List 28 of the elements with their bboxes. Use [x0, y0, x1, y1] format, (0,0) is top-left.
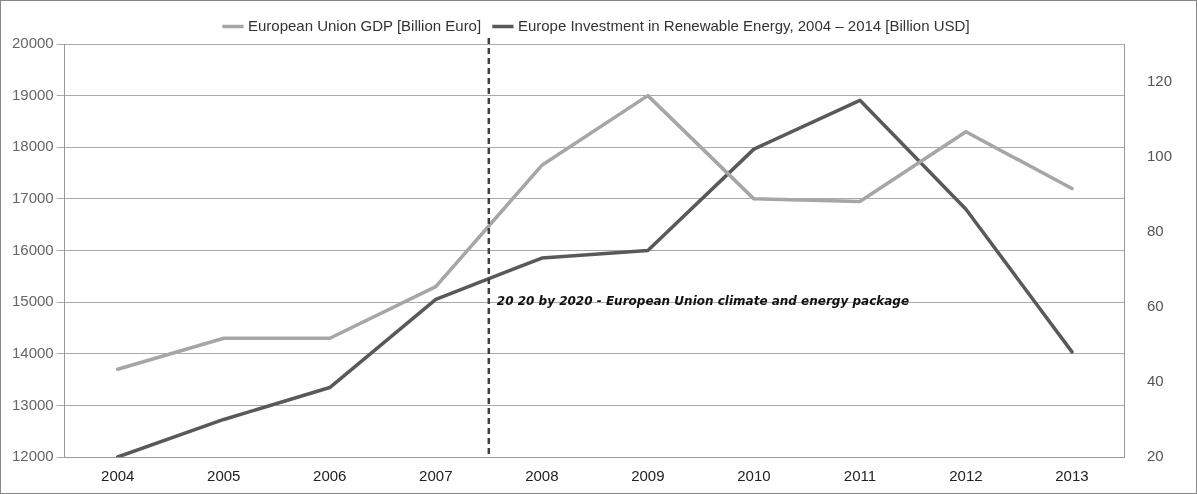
y-tick-label: 12000 — [11, 447, 54, 465]
x-tick-label: 2012 — [949, 467, 983, 485]
y2-tick-label: 40 — [1146, 372, 1164, 390]
y-tick-label: 15000 — [11, 292, 54, 310]
y2-tick-label: 120 — [1146, 71, 1172, 89]
y-tick-label: 13000 — [11, 395, 54, 413]
y-tick-label: 18000 — [11, 137, 54, 155]
x-tick-label: 2013 — [1055, 467, 1089, 485]
x-tick-label: 2011 — [843, 467, 877, 485]
y-tick-label: 14000 — [11, 343, 54, 361]
ref-line-label: 20 20 by 2020 - European Union climate and energy package — [496, 294, 910, 309]
y-tick-label: 20000 — [11, 34, 54, 52]
legend-label: Europe Investment in Renewable Energy, 2004 – 2014 [Billion USD] — [517, 16, 970, 34]
y2-tick-label: 60 — [1146, 296, 1164, 314]
x-tick-label: 2005 — [207, 467, 241, 485]
y-tick-label: 16000 — [11, 240, 54, 258]
y2-tick-label: 20 — [1146, 447, 1164, 465]
x-tick-label: 2007 — [419, 467, 453, 485]
x-tick-label: 2004 — [101, 467, 135, 485]
x-tick-label: 2006 — [313, 467, 347, 485]
y2-tick-label: 100 — [1146, 146, 1172, 164]
x-tick-label: 2010 — [737, 467, 771, 485]
legend-label: European Union GDP [Billion Euro] — [247, 16, 482, 34]
y-tick-label: 19000 — [11, 85, 54, 103]
x-tick-label: 2008 — [525, 467, 559, 485]
x-tick-label: 2009 — [631, 467, 665, 485]
y-tick-label: 17000 — [11, 189, 54, 207]
y2-tick-label: 80 — [1146, 221, 1164, 239]
